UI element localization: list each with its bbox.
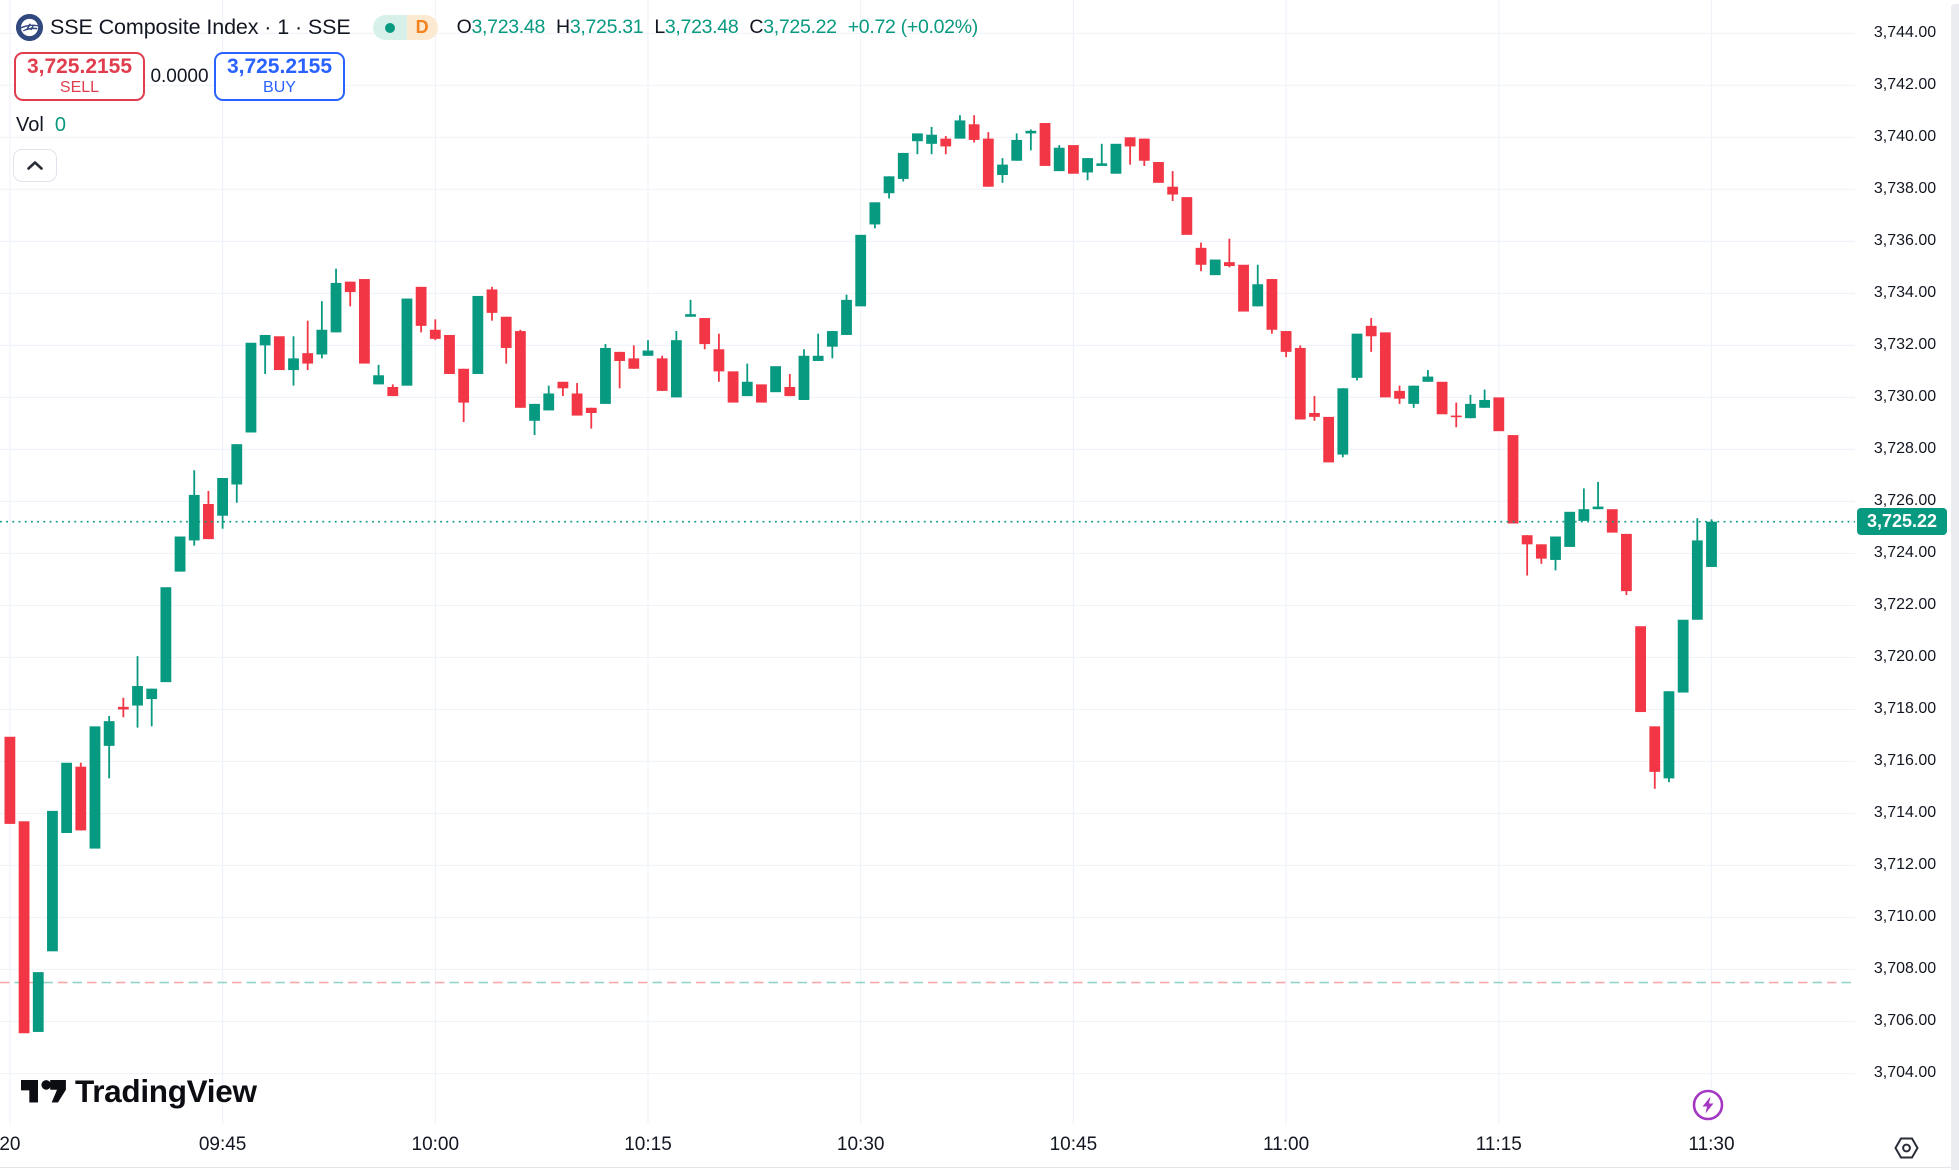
volume-readout: Vol 0 <box>16 114 66 137</box>
spread-value: 0.0000 <box>150 65 209 87</box>
price-axis-label: 3,722.00 <box>1873 595 1937 613</box>
time-axis[interactable]: 20 09:45 10:00 10:15 10:30 10:45 11:00 11:15 11:… <box>0 1124 1959 1170</box>
time-axis-label: 10:45 <box>1049 1134 1098 1155</box>
low-label: L <box>654 16 665 38</box>
chevron-up-icon <box>27 161 43 170</box>
price-axis-label: 3,734.00 <box>1873 283 1937 301</box>
price-axis-label: 3,738.00 <box>1873 179 1937 197</box>
price-axis-label: 3,728.00 <box>1873 439 1937 457</box>
tradingview-logo-icon <box>21 1080 66 1103</box>
buy-label: BUY <box>263 79 296 97</box>
high-label: H <box>556 16 570 38</box>
price-axis-label: 3,732.00 <box>1873 335 1937 353</box>
price-axis-label: 3,710.00 <box>1873 908 1937 925</box>
price-axis-label: 3,718.00 <box>1873 699 1937 717</box>
market-open-dot-icon <box>372 15 407 40</box>
price-axis-label: 3,744.00 <box>1873 23 1937 41</box>
window-bottom-edge <box>0 1167 1959 1168</box>
price-scale-settings-icon[interactable] <box>1893 1136 1920 1165</box>
high-value: 3,725.31 <box>569 16 644 38</box>
change-value: +0.72 (+0.02%) <box>847 16 979 38</box>
instant-order-flash-button[interactable] <box>1692 1089 1724 1121</box>
symbol-logo-icon[interactable] <box>16 14 43 41</box>
sell-price: 3,725.2155 <box>26 55 133 79</box>
price-axis[interactable]: 3,744.00 3,742.00 3,740.00 3,738.00 3,736.00… <box>1855 0 1959 1124</box>
price-axis-label: 3,724.00 <box>1873 543 1937 561</box>
open-value: 3,723.48 <box>471 16 546 38</box>
price-axis-label: 3,706.00 <box>1873 1012 1937 1030</box>
price-axis-label: 3,730.00 <box>1873 387 1937 405</box>
price-axis-label: 3,704.00 <box>1873 1064 1937 1082</box>
buy-button[interactable]: 3,725.2155 BUY <box>214 52 345 101</box>
market-status-pill[interactable]: D <box>372 15 438 40</box>
sell-button[interactable]: 3,725.2155 SELL <box>14 52 145 101</box>
time-axis-label: 11:30 <box>1688 1134 1735 1155</box>
collapse-legend-button[interactable] <box>13 149 57 182</box>
time-axis-label: 10:30 <box>836 1134 885 1155</box>
time-axis-label: 09:45 <box>198 1134 247 1155</box>
price-axis-label: 3,714.00 <box>1873 803 1937 821</box>
price-axis-label: 3,720.00 <box>1873 647 1937 665</box>
time-axis-label: 11:15 <box>1475 1134 1522 1155</box>
buy-price: 3,725.2155 <box>226 55 333 79</box>
tradingview-logo[interactable]: TradingView <box>21 1073 257 1109</box>
time-axis-label: 20 <box>0 1134 21 1155</box>
open-label: O <box>456 16 472 38</box>
ohlc-readout: O3,723.48 H3,725.31 L3,723.48 C3,725.22 … <box>457 16 989 39</box>
price-axis-label: 3,708.00 <box>1873 960 1937 978</box>
right-scrollbar[interactable] <box>1951 4 1959 1170</box>
price-axis-label: 3,716.00 <box>1873 751 1937 769</box>
time-axis-label: 10:00 <box>411 1134 460 1155</box>
low-value: 3,723.48 <box>664 16 739 38</box>
sell-label: SELL <box>59 79 100 97</box>
delayed-data-badge: D <box>406 15 438 40</box>
tradingview-logo-text: TradingView <box>75 1073 257 1109</box>
lightning-bolt-icon <box>1692 1089 1724 1121</box>
time-axis-label: 10:15 <box>624 1134 672 1155</box>
price-axis-label: 3,712.00 <box>1873 855 1937 873</box>
current-price-tag: 3,725.22 <box>1857 508 1947 536</box>
close-value: 3,725.22 <box>763 16 837 38</box>
volume-label: Vol <box>16 114 44 136</box>
price-axis-label: 3,740.00 <box>1873 127 1937 145</box>
price-axis-label: 3,726.00 <box>1873 491 1937 509</box>
close-label: C <box>749 16 764 38</box>
time-axis-label: 11:00 <box>1263 1134 1310 1155</box>
symbol-title[interactable]: SSE Composite Index · 1 · SSE <box>50 15 351 39</box>
price-axis-label: 3,736.00 <box>1873 231 1937 249</box>
volume-value: 0 <box>54 114 66 136</box>
price-axis-label: 3,742.00 <box>1873 75 1937 93</box>
